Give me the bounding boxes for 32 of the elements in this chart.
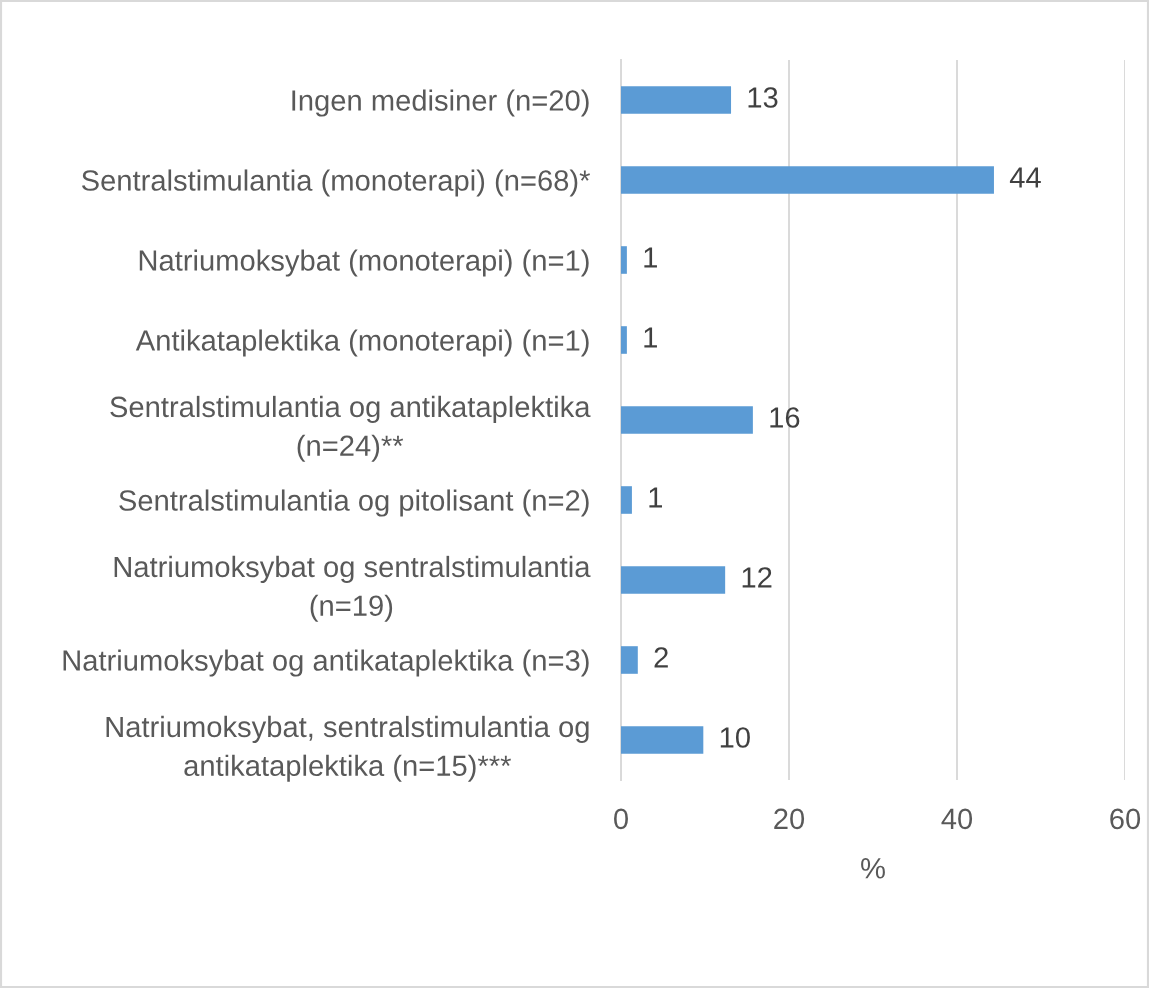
bar (621, 86, 732, 114)
data-label: 1 (644, 247, 657, 268)
y-tick-label: Antikataplektika (monoterapi) (n=1) (135, 329, 589, 357)
bar (621, 646, 638, 674)
y-tick-label: Sentralstimulantia og pitolisant (n=2) (119, 489, 589, 517)
data-label: 44 (1009, 167, 1041, 188)
x-axis-title: % (861, 858, 885, 879)
data-label: 13 (748, 87, 778, 108)
data-label: 1 (649, 487, 662, 508)
y-tick-label: Natriumoksybat (monoterapi) (n=1) (139, 249, 589, 277)
x-tick-label: 0 (614, 808, 628, 830)
data-label: 12 (742, 567, 772, 588)
x-tick-label: 40 (941, 808, 973, 830)
data-label: 1 (644, 327, 657, 348)
bar (621, 166, 994, 194)
y-tick-label: Natriumoksybat og antikataplektika (n=3) (63, 649, 589, 677)
y-tick-label: Ingen medisiner (n=20) (292, 89, 589, 117)
bar (621, 566, 726, 594)
y-tick-label: Sentralstimulantia (monoterapi) (n=68)* (81, 169, 591, 197)
bar (621, 406, 753, 434)
y-tick-label: Natriumoksybat og sentralstimulantia (n=19) (114, 555, 591, 622)
bar (621, 486, 632, 514)
x-tick-label: 20 (774, 808, 805, 830)
x-tick-label: 60 (1110, 808, 1141, 830)
y-tick-label: Natriumoksybat, sentralstimulantia og antikataplektika (n=15)*** (106, 715, 589, 782)
y-tick-label: Sentralstimulantia og antikataplektika (n=24)** (110, 395, 591, 462)
data-label: 16 (770, 407, 800, 428)
bar (621, 726, 704, 754)
data-label: 2 (654, 647, 668, 668)
bar (621, 246, 627, 274)
bar (621, 326, 627, 354)
data-label: 10 (720, 727, 750, 748)
